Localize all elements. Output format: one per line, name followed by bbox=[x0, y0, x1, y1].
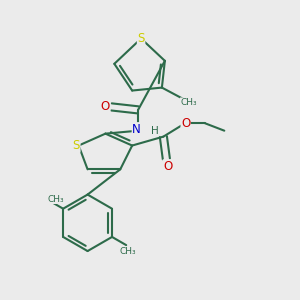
Text: O: O bbox=[101, 100, 110, 113]
Text: H: H bbox=[151, 126, 158, 136]
Text: CH₃: CH₃ bbox=[180, 98, 197, 107]
Text: N: N bbox=[132, 123, 141, 136]
Text: S: S bbox=[73, 139, 80, 152]
Text: CH₃: CH₃ bbox=[47, 194, 64, 203]
Text: CH₃: CH₃ bbox=[119, 247, 136, 256]
Text: O: O bbox=[181, 117, 190, 130]
Text: S: S bbox=[137, 32, 145, 45]
Text: O: O bbox=[163, 160, 172, 173]
